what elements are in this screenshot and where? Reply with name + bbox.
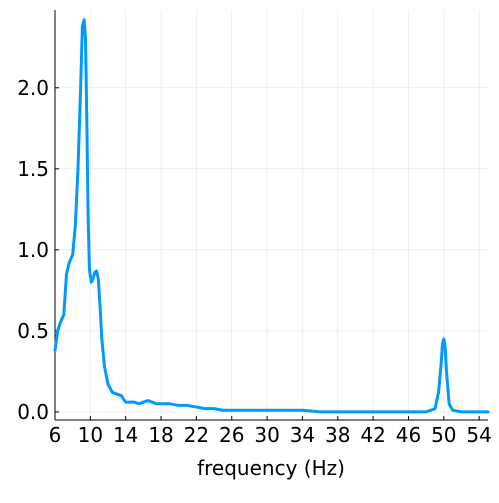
x-tick-label: 6 bbox=[49, 423, 62, 447]
x-tick-label: 18 bbox=[148, 423, 173, 447]
y-tick-label: 1.0 bbox=[17, 238, 49, 262]
y-tick-label: 1.5 bbox=[17, 157, 49, 181]
x-tick-label: 30 bbox=[254, 423, 279, 447]
x-tick-label: 50 bbox=[431, 423, 456, 447]
y-tick-label: 0.5 bbox=[17, 319, 49, 343]
x-tick-label: 34 bbox=[290, 423, 315, 447]
x-tick-label: 14 bbox=[113, 423, 138, 447]
y-tick-label: 2.0 bbox=[17, 76, 49, 100]
x-axis-label: frequency (Hz) bbox=[197, 456, 345, 480]
x-tick-label: 22 bbox=[184, 423, 209, 447]
x-tick-label: 38 bbox=[325, 423, 350, 447]
grid-layer bbox=[54, 10, 488, 420]
series-layer bbox=[53, 18, 490, 414]
tick-layer: 6 10 14 18 22 26 30 34 38 42 46 50 54 0.0 0.5 1.0 1.5 2.0 bbox=[17, 76, 492, 447]
x-tick-label: 54 bbox=[466, 423, 491, 447]
y-tick-label: 0.0 bbox=[17, 400, 49, 424]
x-tick-label: 26 bbox=[219, 423, 244, 447]
series-line bbox=[53, 18, 490, 414]
axes-layer bbox=[54, 10, 488, 421]
x-tick-label: 42 bbox=[360, 423, 385, 447]
x-tick-label: 46 bbox=[396, 423, 421, 447]
x-tick-label: 10 bbox=[78, 423, 103, 447]
